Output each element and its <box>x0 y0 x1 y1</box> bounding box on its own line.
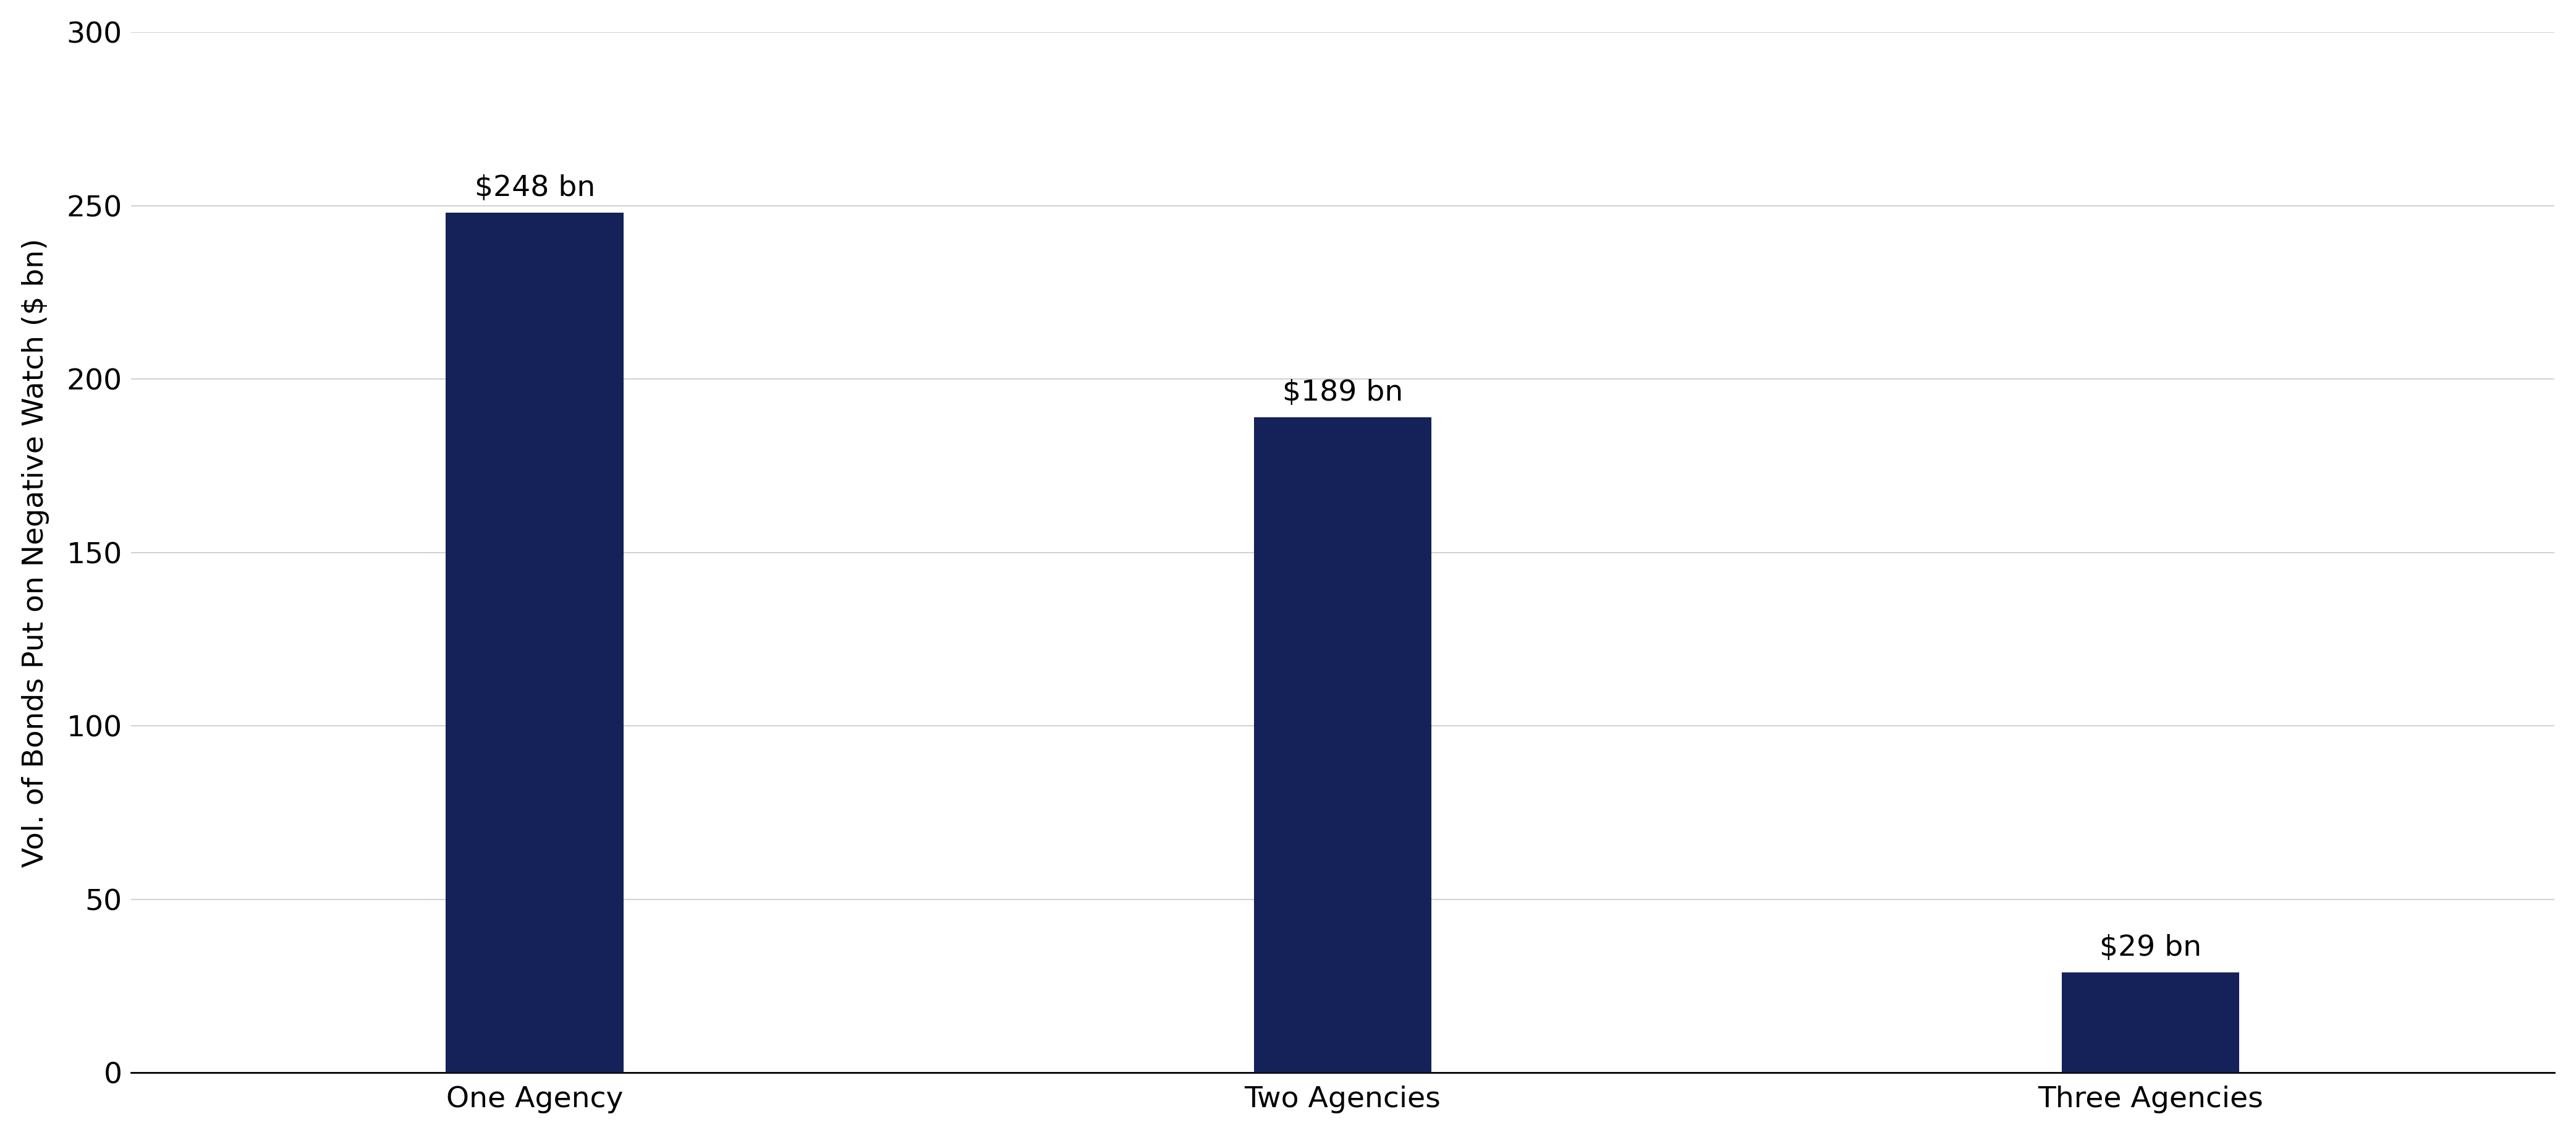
Text: $29 bn: $29 bn <box>2099 934 2202 961</box>
Bar <box>2061 973 2239 1073</box>
Bar <box>446 212 623 1073</box>
Y-axis label: Vol. of Bonds Put on Negative Watch ($ bn): Vol. of Bonds Put on Negative Watch ($ b… <box>21 238 49 867</box>
Text: $189 bn: $189 bn <box>1283 379 1404 406</box>
Bar <box>1255 418 1432 1073</box>
Text: $248 bn: $248 bn <box>474 175 595 202</box>
